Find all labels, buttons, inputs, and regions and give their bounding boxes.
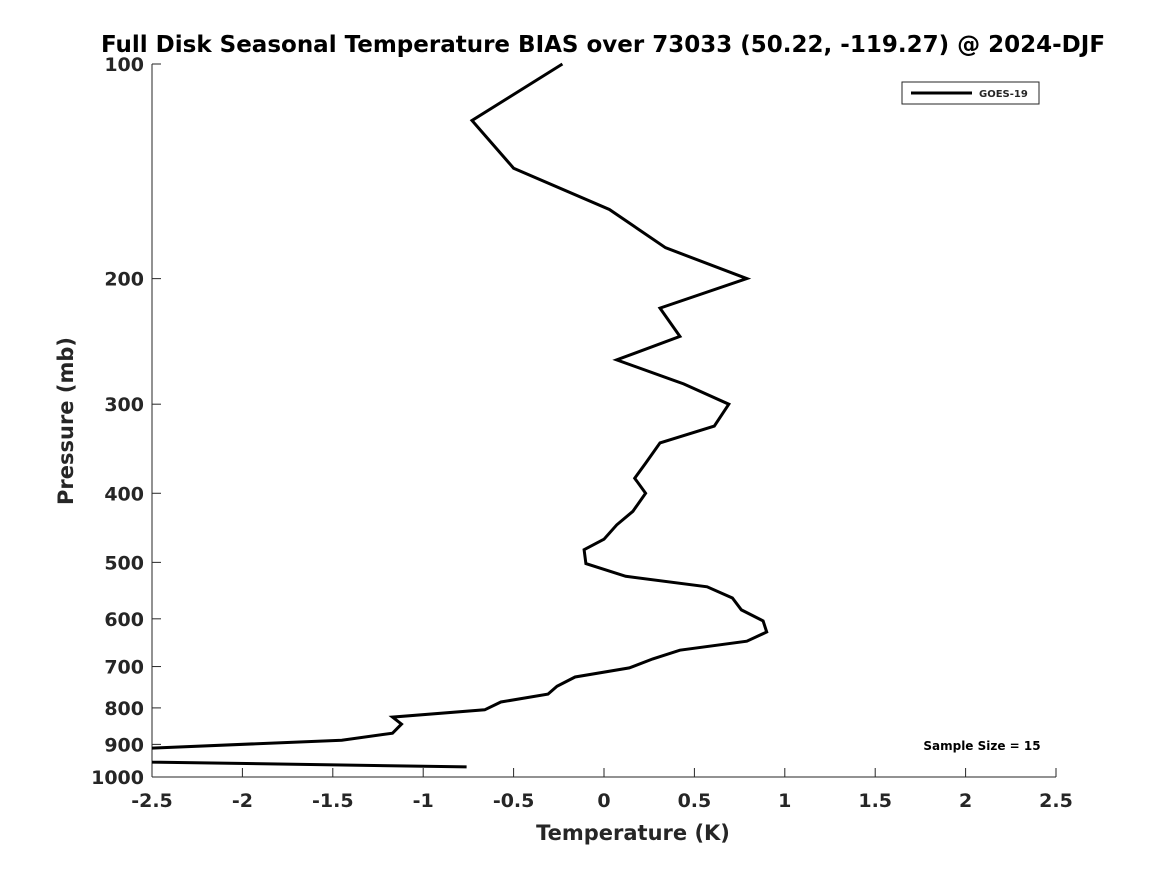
legend: GOES-19 <box>901 81 1040 105</box>
y-tick-label: 700 <box>104 657 144 679</box>
y-tick-label: 600 <box>104 609 144 631</box>
y-tick-label: 500 <box>104 552 144 574</box>
x-tick-label: -2.5 <box>131 790 173 812</box>
x-tick-label: -1 <box>413 790 434 812</box>
x-tick-label: 2.5 <box>1039 790 1073 812</box>
y-tick-label: 200 <box>104 269 144 291</box>
y-tick-label: 900 <box>104 734 144 756</box>
x-tick-label: -2 <box>232 790 253 812</box>
y-tick-label: 100 <box>104 54 144 76</box>
sample-size-annotation: Sample Size = 15 <box>923 739 1040 753</box>
x-tick-label: -0.5 <box>493 790 535 812</box>
y-tick-label: 800 <box>104 698 144 720</box>
x-tick-label: 1 <box>778 790 791 812</box>
x-tick-label: 2 <box>959 790 972 812</box>
x-axis-label: Temperature (K) <box>536 821 730 845</box>
x-tick-label: -1.5 <box>312 790 354 812</box>
series-line-goes-19 <box>152 62 769 769</box>
y-tick-label: 300 <box>104 394 144 416</box>
y-tick-label: 400 <box>104 483 144 505</box>
x-tick-label: 1.5 <box>858 790 892 812</box>
x-tick-label: 0.5 <box>678 790 712 812</box>
y-axis-label: Pressure (mb) <box>54 337 78 505</box>
chart-title: Full Disk Seasonal Temperature BIAS over… <box>101 32 1105 58</box>
y-tick-label: 1000 <box>91 767 144 789</box>
x-tick-label: 0 <box>597 790 610 812</box>
legend-entry-goes-19: GOES-19 <box>979 89 1028 100</box>
